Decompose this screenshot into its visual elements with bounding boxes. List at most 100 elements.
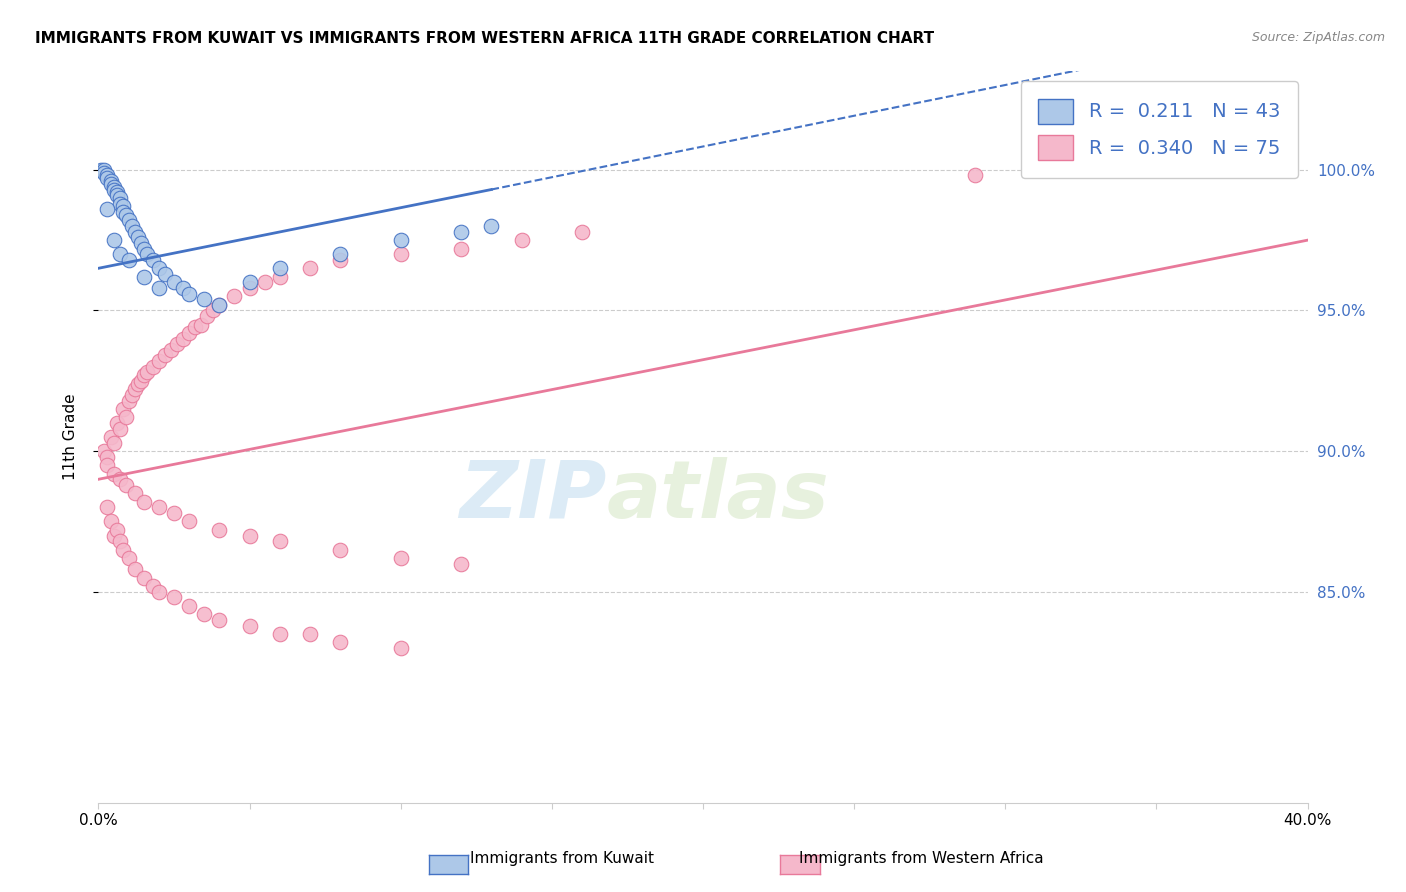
Point (114, 478, 136, 492)
Point (329, 542, 352, 557)
Point (127, 376, 149, 391)
Point (179, 599, 201, 613)
Point (965, 169, 987, 183)
Point (153, 267, 176, 281)
Point (148, 281, 170, 295)
Point (269, 534, 291, 549)
Point (108, 196, 131, 211)
Point (103, 233, 125, 247)
Point (389, 551, 412, 566)
Point (90, 162, 112, 177)
Point (239, 281, 262, 295)
Point (179, 515, 201, 529)
Point (163, 276, 186, 290)
Point (103, 182, 125, 196)
Point (299, 261, 322, 276)
Point (124, 225, 146, 239)
Point (129, 374, 152, 388)
Point (208, 298, 231, 312)
Point (93, 166, 115, 180)
Point (148, 261, 170, 276)
Text: ZIP: ZIP (458, 457, 606, 534)
Point (108, 191, 131, 205)
Point (124, 382, 146, 396)
Point (195, 309, 218, 323)
Point (108, 472, 131, 486)
Point (103, 179, 125, 194)
Point (111, 199, 134, 213)
Point (105, 523, 128, 537)
Point (389, 233, 412, 247)
Point (179, 286, 201, 301)
Point (160, 343, 183, 357)
Point (269, 627, 291, 641)
Point (132, 269, 155, 284)
Point (103, 435, 125, 450)
Point (105, 186, 128, 200)
Text: IMMIGRANTS FROM KUWAIT VS IMMIGRANTS FROM WESTERN AFRICA 11TH GRADE CORRELATION : IMMIGRANTS FROM KUWAIT VS IMMIGRANTS FRO… (35, 31, 934, 46)
Point (172, 281, 194, 295)
Point (389, 641, 412, 656)
Point (172, 332, 194, 346)
Point (100, 430, 122, 444)
Point (100, 174, 122, 188)
Point (208, 523, 231, 537)
Y-axis label: 11th Grade: 11th Grade (63, 393, 77, 481)
Point (100, 177, 122, 191)
Text: atlas: atlas (606, 457, 830, 534)
Point (108, 247, 131, 261)
Point (135, 247, 157, 261)
Point (96, 171, 118, 186)
Text: Source: ZipAtlas.com: Source: ZipAtlas.com (1251, 31, 1385, 45)
Point (96, 450, 118, 464)
Point (96, 202, 118, 217)
Point (329, 635, 352, 649)
Point (93, 162, 115, 177)
Point (96, 169, 118, 183)
Point (124, 486, 146, 500)
Point (299, 627, 322, 641)
Point (142, 579, 165, 593)
Point (118, 213, 141, 227)
Point (132, 571, 155, 585)
Point (208, 298, 231, 312)
Point (193, 607, 215, 622)
Point (163, 506, 186, 520)
Point (193, 292, 215, 306)
Point (114, 410, 136, 425)
Point (239, 276, 262, 290)
Point (135, 365, 157, 379)
Point (132, 495, 155, 509)
Point (108, 534, 131, 549)
Point (269, 261, 291, 276)
Point (118, 551, 141, 566)
Point (142, 359, 165, 374)
Point (111, 542, 134, 557)
Point (329, 252, 352, 267)
Point (142, 252, 165, 267)
Point (269, 269, 291, 284)
Point (148, 500, 170, 515)
Point (121, 219, 143, 233)
Point (202, 303, 225, 318)
Point (114, 208, 136, 222)
Point (450, 242, 472, 256)
Point (124, 562, 146, 576)
Point (93, 444, 115, 458)
Point (108, 422, 131, 436)
Point (148, 354, 170, 368)
Point (179, 326, 201, 340)
Point (118, 252, 141, 267)
Point (239, 618, 262, 632)
Point (96, 500, 118, 515)
Legend: R =  0.211   N = 43, R =  0.340   N = 75: R = 0.211 N = 43, R = 0.340 N = 75 (1021, 81, 1298, 178)
Point (129, 235, 152, 250)
Point (103, 528, 125, 542)
Point (111, 401, 134, 416)
Point (118, 393, 141, 408)
Point (208, 613, 231, 627)
Point (510, 233, 533, 247)
Point (153, 349, 176, 363)
Point (105, 188, 128, 202)
Point (389, 247, 412, 261)
